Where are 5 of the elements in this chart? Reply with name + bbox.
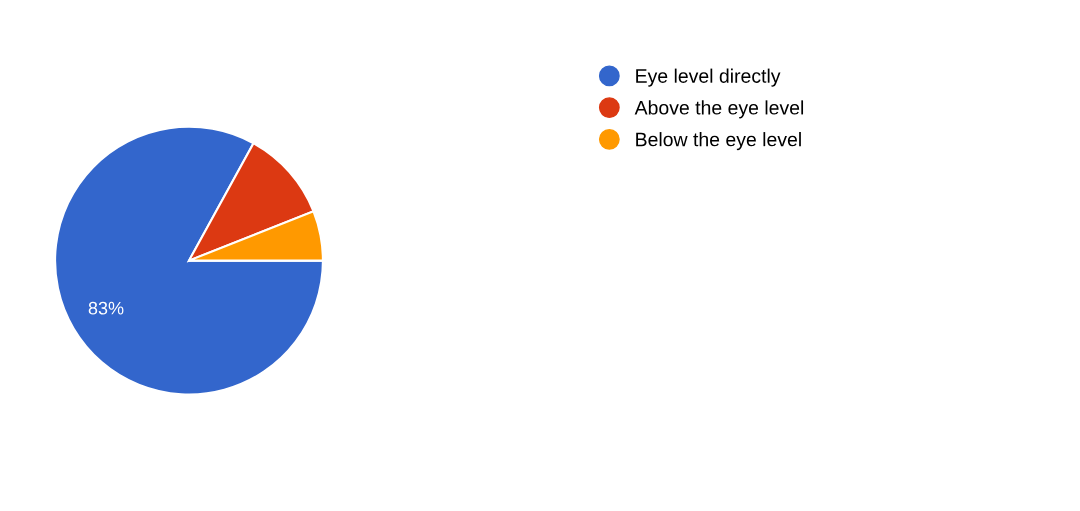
pie-slice	[54, 125, 324, 396]
data-label: 83%	[88, 301, 124, 315]
legend-label: Below the eye level	[636, 132, 801, 151]
legend-label: Eye level directly	[636, 68, 781, 87]
legend-label: Above the eye level	[634, 100, 804, 119]
